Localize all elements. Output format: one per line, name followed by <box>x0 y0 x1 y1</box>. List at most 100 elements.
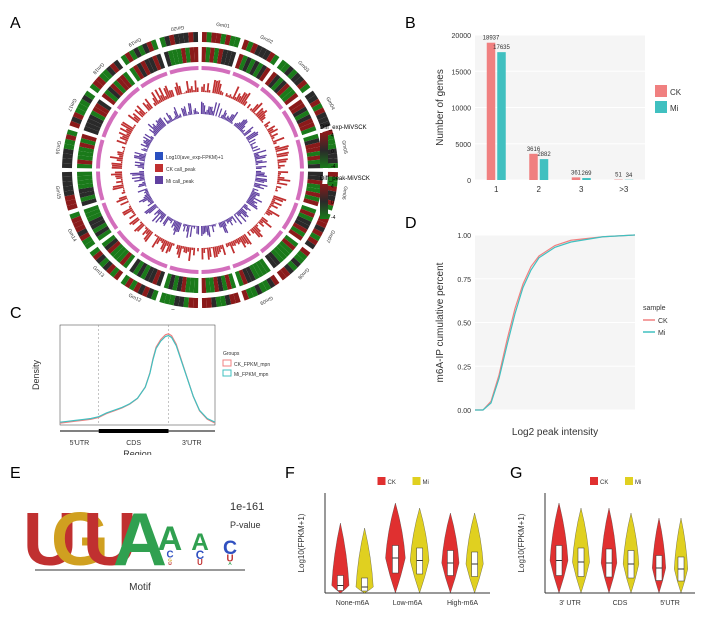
panel-label-d: D <box>405 215 417 233</box>
svg-text:Groups: Groups <box>223 351 240 357</box>
svg-text:-4: -4 <box>331 164 336 168</box>
svg-text:0.75: 0.75 <box>457 277 471 284</box>
svg-text:Number of genes: Number of genes <box>435 69 446 146</box>
svg-text:Gm12: Gm12 <box>127 293 142 305</box>
svg-text:17635: 17635 <box>493 45 510 51</box>
svg-text:2882: 2882 <box>537 152 551 158</box>
violin-plot-f: Log10(FPKM+1) CK Mi None-m6A Low-m6A High-m6A <box>290 475 500 620</box>
svg-text:5'UTR: 5'UTR <box>660 600 680 607</box>
svg-text:Mi: Mi <box>635 480 641 486</box>
svg-text:sample: sample <box>643 305 666 312</box>
svg-text:Mi_FPKM_mpn: Mi_FPKM_mpn <box>234 372 269 378</box>
circos-side-legend: Diff_exp-MiVSCK 4 0 -4 Diff_peak-MiVSCK 4 0… <box>320 125 370 221</box>
svg-text:Log10(FPKM+1): Log10(FPKM+1) <box>297 513 306 572</box>
svg-text:0: 0 <box>331 200 334 206</box>
panel-label-c: C <box>10 305 22 323</box>
svg-text:Gm11: Gm11 <box>170 308 184 310</box>
svg-text:3'UTR: 3'UTR <box>182 440 202 447</box>
svg-text:1.00: 1.00 <box>457 233 471 240</box>
svg-text:1: 1 <box>494 185 499 194</box>
svg-text:0: 0 <box>467 178 471 185</box>
svg-text:0: 0 <box>331 149 334 155</box>
panel-label-e: E <box>10 465 21 483</box>
svg-text:0.00: 0.00 <box>457 408 471 415</box>
svg-text:18937: 18937 <box>483 36 500 42</box>
svg-text:C: C <box>223 537 237 559</box>
violin-plot-g: Log10(FPKM+1) CK Mi 3' UTR CDS 5'UTR <box>510 475 705 620</box>
svg-text:Gm08: Gm08 <box>296 266 310 280</box>
svg-text:Gm15: Gm15 <box>54 185 62 200</box>
motif-logo: UGUAUGCAUCAAUCMotif1e-161P-value <box>25 480 275 615</box>
svg-text:Gm20: Gm20 <box>170 24 185 32</box>
svg-text:>3: >3 <box>619 185 629 194</box>
svg-text:Region: Region <box>123 449 152 455</box>
svg-text:Mi call_peak: Mi call_peak <box>166 179 194 185</box>
svg-text:Density: Density <box>31 359 41 390</box>
bar-chart: 0 5000 10000 15000 20000 Number of genes 1 1893… <box>425 20 700 210</box>
svg-text:CK call_peak: CK call_peak <box>166 167 196 173</box>
cumulative-panel: 0.00 0.25 0.50 0.75 1.00 Log2 peak intensity m… <box>425 225 700 445</box>
svg-text:20000: 20000 <box>452 33 472 40</box>
svg-text:Gm16: Gm16 <box>54 140 62 155</box>
svg-text:-4: -4 <box>331 215 336 219</box>
svg-text:Gm03: Gm03 <box>296 60 310 74</box>
svg-text:10000: 10000 <box>452 106 472 113</box>
svg-text:CK: CK <box>388 480 396 486</box>
svg-text:Gm02: Gm02 <box>259 34 274 46</box>
svg-text:Log10(FPKM+1): Log10(FPKM+1) <box>517 513 526 572</box>
svg-text:Gm14: Gm14 <box>66 228 78 243</box>
svg-text:Gm07: Gm07 <box>324 229 336 244</box>
density-panel: 5'UTR CDS 3'UTR Region Density CK_FPKM_mpn Mi_… <box>25 315 285 455</box>
panel-label-a: A <box>10 15 21 33</box>
diff-exp-legend-title: Diff_exp-MiVSCK <box>320 125 370 131</box>
svg-text:15000: 15000 <box>452 69 472 76</box>
svg-text:4: 4 <box>331 133 334 139</box>
svg-text:269: 269 <box>581 171 592 177</box>
svg-text:CK: CK <box>600 480 608 486</box>
svg-text:Gm04: Gm04 <box>324 96 336 111</box>
svg-text:0.50: 0.50 <box>457 321 471 328</box>
svg-text:Gm19: Gm19 <box>127 36 142 48</box>
svg-text:Mi: Mi <box>423 480 429 486</box>
svg-text:m6A-IP cumulative percent: m6A-IP cumulative percent <box>435 262 446 382</box>
svg-text:3' UTR: 3' UTR <box>559 600 581 607</box>
svg-text:3: 3 <box>579 185 584 194</box>
svg-text:4: 4 <box>331 184 334 190</box>
svg-text:High-m6A: High-m6A <box>447 600 478 607</box>
barchart-panel: 0 5000 10000 15000 20000 Number of genes 1 1893… <box>425 20 700 210</box>
svg-text:A: A <box>191 529 209 556</box>
svg-text:361: 361 <box>571 170 582 176</box>
svg-text:1e-161: 1e-161 <box>230 501 264 513</box>
svg-text:CK: CK <box>670 88 682 97</box>
diff-peak-legend-title: Diff_peak-MiVSCK <box>320 176 370 182</box>
svg-text:CDS: CDS <box>613 600 628 607</box>
svg-text:A: A <box>158 520 183 558</box>
svg-text:P-value: P-value <box>230 520 261 530</box>
svg-text:Low-m6A: Low-m6A <box>393 600 423 607</box>
svg-text:CDS: CDS <box>126 440 141 447</box>
svg-text:Log2 peak intensity: Log2 peak intensity <box>512 427 598 438</box>
svg-text:2: 2 <box>537 185 542 194</box>
svg-text:34: 34 <box>626 173 633 179</box>
motif-panel: UGUAUGCAUCAAUCMotif1e-161P-value <box>25 480 275 615</box>
svg-text:Mi: Mi <box>658 330 666 337</box>
svg-text:Gm01: Gm01 <box>216 22 231 30</box>
circos-panel: Gm01Gm02Gm03Gm04Gm05Gm06Gm07Gm08Gm09Gm10… <box>25 20 375 310</box>
svg-text:Motif: Motif <box>129 582 151 593</box>
svg-text:Log10(ave_exp-FPKM)+1: Log10(ave_exp-FPKM)+1 <box>166 155 224 161</box>
svg-text:5000: 5000 <box>455 142 471 149</box>
svg-text:0.25: 0.25 <box>457 364 471 371</box>
svg-text:CK_FPKM_mpn: CK_FPKM_mpn <box>234 362 270 368</box>
violin-g-panel: Log10(FPKM+1) CK Mi 3' UTR CDS 5'UTR <box>510 475 705 620</box>
svg-text:Gm09: Gm09 <box>259 294 274 306</box>
svg-text:CK: CK <box>658 318 668 325</box>
density-plot: 5'UTR CDS 3'UTR Region Density CK_FPKM_mpn Mi_… <box>25 315 285 455</box>
cumulative-plot: 0.00 0.25 0.50 0.75 1.00 Log2 peak intensity m… <box>425 225 700 445</box>
violin-f-panel: Log10(FPKM+1) CK Mi None-m6A Low-m6A High-m6A <box>290 475 500 620</box>
svg-text:51: 51 <box>615 173 622 179</box>
svg-text:Gm17: Gm17 <box>66 97 78 112</box>
panel-label-b: B <box>405 15 416 33</box>
svg-text:Mi: Mi <box>670 104 679 113</box>
svg-text:5'UTR: 5'UTR <box>70 440 90 447</box>
svg-text:None-m6A: None-m6A <box>336 600 370 607</box>
